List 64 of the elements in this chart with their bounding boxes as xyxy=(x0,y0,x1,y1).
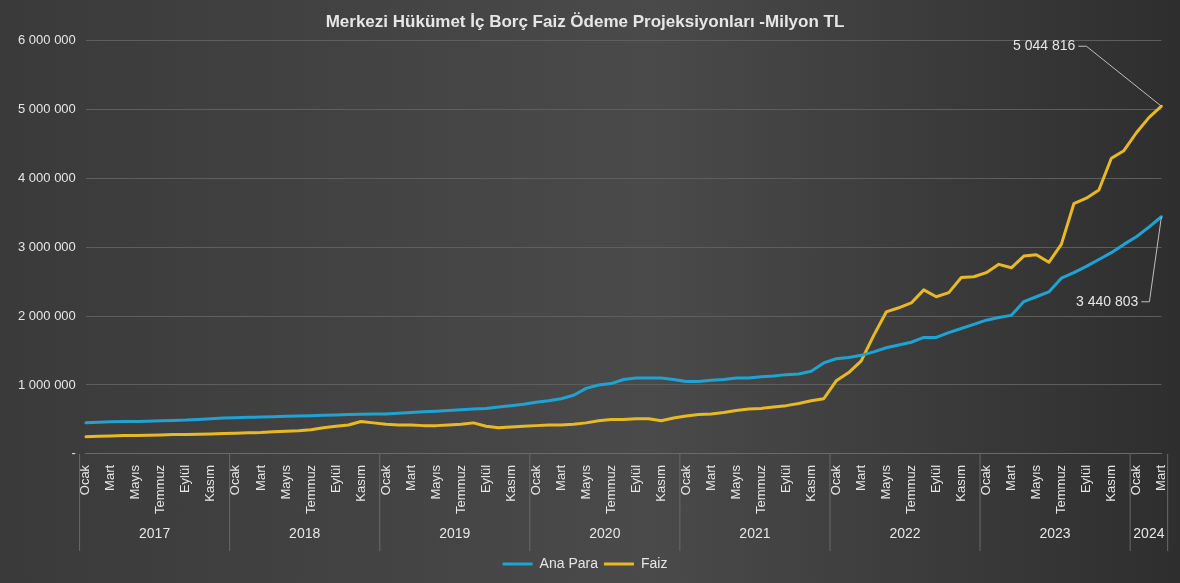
x-tick-label: Temmuz xyxy=(152,464,168,515)
x-tick-label: Ocak xyxy=(377,464,393,496)
x-tick-label: Mart xyxy=(1002,464,1018,491)
text: 2023 xyxy=(1039,524,1071,541)
x-tick-label: Mart xyxy=(552,464,568,491)
x-tick-label: Mart xyxy=(402,464,418,491)
x-tick-label: Kasım xyxy=(652,464,668,502)
y-tick-label: 3 000 000 xyxy=(17,238,76,254)
x-tick-label: Ocak xyxy=(527,464,543,496)
x-tick-label: Temmuz xyxy=(1052,464,1068,515)
x-tick-label: Eylül xyxy=(477,464,493,494)
legend-label: Ana Para xyxy=(539,554,599,571)
x-tick-label: Mart xyxy=(102,464,118,491)
y-tick-label: - xyxy=(71,445,76,461)
y-tick-label: 4 000 000 xyxy=(17,169,76,185)
text: 2024 xyxy=(1133,524,1165,541)
legend-label: Faiz xyxy=(640,554,668,571)
x-tick-label: Mart xyxy=(852,464,868,491)
x-tick-label: Eylül xyxy=(1077,464,1093,494)
y-tick-label: 5 000 000 xyxy=(17,100,76,116)
x-tick-label: Kasım xyxy=(202,464,218,502)
data-label: 5 044 816 xyxy=(1013,37,1076,54)
x-tick-label: Eylül xyxy=(177,464,193,494)
x-tick-label: Mart xyxy=(252,464,268,491)
x-tick-label: Ocak xyxy=(677,464,693,496)
text: 2021 xyxy=(739,524,771,541)
text: 2020 xyxy=(589,524,621,541)
x-tick-label: Ocak xyxy=(227,464,243,496)
x-tick-label: Ocak xyxy=(977,464,993,496)
x-tick-label: Mayıs xyxy=(427,464,443,500)
text: 2018 xyxy=(289,524,321,541)
x-tick-label: Mayıs xyxy=(1027,464,1043,500)
x-tick-label: Ocak xyxy=(1127,464,1143,496)
x-tick-label: Temmuz xyxy=(452,464,468,515)
x-tick-label: Eylül xyxy=(927,464,943,494)
x-tick-label: Ocak xyxy=(827,464,843,496)
x-tick-label: Mart xyxy=(702,464,718,491)
x-tick-label: Temmuz xyxy=(752,464,768,515)
text: 2019 xyxy=(439,524,471,541)
x-tick-label: Eylül xyxy=(777,464,793,494)
y-tick-label: 1 000 000 xyxy=(17,376,76,392)
x-tick-label: Mayıs xyxy=(277,464,293,500)
x-tick-label: Mart xyxy=(1152,464,1168,491)
x-tick-label: Eylül xyxy=(627,464,643,494)
x-tick-label: Temmuz xyxy=(902,464,918,515)
x-tick-label: Kasım xyxy=(352,464,368,502)
x-tick-label: Mayıs xyxy=(877,464,893,500)
text: 2022 xyxy=(889,524,921,541)
text: 2017 xyxy=(139,524,171,541)
x-tick-label: Kasım xyxy=(1102,464,1118,502)
x-tick-label: Mayıs xyxy=(727,464,743,500)
x-tick-label: Mayıs xyxy=(127,464,143,500)
chart-title: Merkezi Hükümet İç Borç Faiz Ödeme Projeksiyonları -Milyon TL xyxy=(325,11,845,31)
x-tick-label: Kasım xyxy=(952,464,968,502)
x-tick-label: Kasım xyxy=(802,464,818,502)
x-tick-label: Temmuz xyxy=(302,464,318,515)
x-tick-label: Eylül xyxy=(327,464,343,494)
x-tick-label: Ocak xyxy=(77,464,93,496)
y-tick-label: 6 000 000 xyxy=(17,31,76,47)
x-tick-label: Temmuz xyxy=(602,464,618,515)
x-tick-label: Mayıs xyxy=(577,464,593,500)
x-tick-label: Kasım xyxy=(502,464,518,502)
data-label: 3 440 803 xyxy=(1076,292,1139,309)
y-tick-label: 2 000 000 xyxy=(17,307,76,323)
